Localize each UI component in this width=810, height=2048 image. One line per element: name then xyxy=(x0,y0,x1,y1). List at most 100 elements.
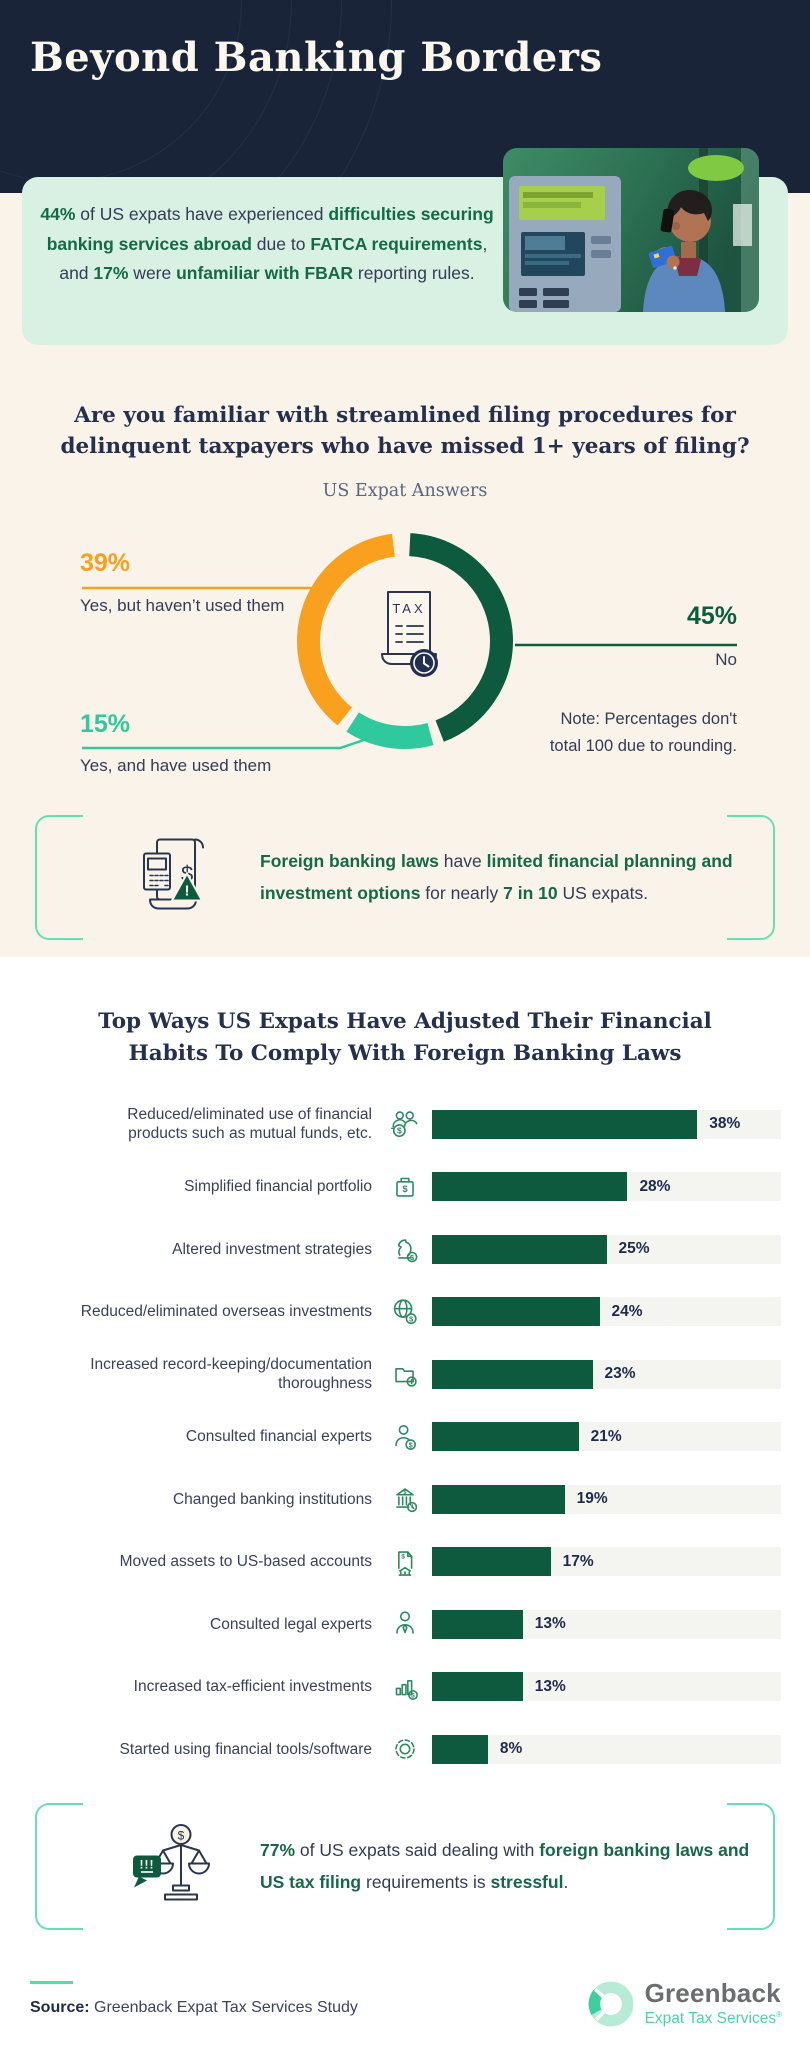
donut-segment-yes-not-used xyxy=(297,533,513,749)
expat-at-atm-illustration xyxy=(503,148,759,312)
svg-text:TAX: TAX xyxy=(392,601,425,616)
text-segment: , and xyxy=(59,233,488,284)
bar-category-label: Moved assets to US-based accounts xyxy=(0,1552,378,1571)
note-line1: Note: Percentages don't xyxy=(560,710,737,728)
svg-text:$: $ xyxy=(397,1126,402,1136)
bar-value-label: 24% xyxy=(611,1302,643,1320)
bar-category-label: Started using financial tools/software xyxy=(0,1740,378,1759)
bar-category-label: Simplified financial portfolio xyxy=(0,1177,378,1196)
donut-section-title: Are you familiar with streamlined filing… xyxy=(0,400,810,462)
bar-fill xyxy=(432,1734,488,1764)
bar-fill xyxy=(432,1609,523,1639)
bar-row: Started using financial tools/software 8% xyxy=(0,1718,810,1781)
bar-category-label-line: Started using financial tools/software xyxy=(119,1740,372,1758)
bar-track: 17% xyxy=(432,1547,781,1577)
note-line2: total 100 due to rounding. xyxy=(549,737,737,755)
source-divider xyxy=(30,1981,73,1984)
callout-stressful: $ !!! 77% of US expats said dealing with… xyxy=(35,1803,775,1930)
donut-pct-orange: 39% xyxy=(80,549,131,577)
source-label: Source: xyxy=(30,1999,90,2016)
donut-label-orange: Yes, but haven’t used them xyxy=(80,596,285,615)
expat-at-atm-photo xyxy=(503,148,759,312)
logo-subtitle: Expat Tax Services® xyxy=(645,2006,782,2028)
text-segment: were xyxy=(128,263,177,283)
bar-title-line1: Top Ways US Expats Have Adjusted Their F… xyxy=(98,1009,712,1034)
bar-fill xyxy=(432,1422,579,1452)
bar-category-label-line: Simplified financial portfolio xyxy=(184,1178,372,1196)
bar-track: 13% xyxy=(432,1672,781,1702)
text-segment: unfamiliar with FBAR xyxy=(176,263,354,283)
intro-stat-text: 44% of US expats have experienced diffic… xyxy=(38,200,496,289)
donut-title-line2: delinquent taxpayers who have missed 1+ … xyxy=(60,434,750,459)
bar-category-label: Consulted legal experts xyxy=(0,1615,378,1634)
text-segment: limited financial planning and investmen… xyxy=(260,851,733,903)
gear-icon xyxy=(378,1732,432,1766)
bar-track: 19% xyxy=(432,1484,781,1514)
svg-text:$: $ xyxy=(409,1314,414,1323)
callout1-text: Foreign banking laws have limited financ… xyxy=(260,815,765,940)
bar-value-label: 21% xyxy=(590,1427,622,1445)
bar-category-label-line: thoroughness xyxy=(278,1375,372,1393)
text-segment: 17% xyxy=(93,263,129,283)
text-segment: 44% xyxy=(40,204,76,224)
bar-track: 28% xyxy=(432,1172,781,1202)
registered-mark: ® xyxy=(776,2009,782,2019)
people-coins-icon: $ xyxy=(378,1107,432,1141)
bar-category-label: Changed banking institutions xyxy=(0,1490,378,1509)
bar-category-label: Altered investment strategies xyxy=(0,1240,378,1259)
text-segment: of US expats have experienced xyxy=(75,204,329,224)
text-segment: difficulties securing banking services a… xyxy=(46,204,494,254)
chess-knight-coin-icon: $ xyxy=(378,1232,432,1266)
donut-segment-no xyxy=(297,533,513,749)
bar-track: 25% xyxy=(432,1234,781,1264)
bar-category-label-line: Reduced/eliminated use of financial xyxy=(127,1106,372,1124)
donut-segment-yes-used xyxy=(297,533,513,749)
bar-category-label-line: Reduced/eliminated overseas investments xyxy=(80,1303,372,1321)
bar-fill xyxy=(432,1297,600,1327)
source-text: Source: Greenback Expat Tax Services Stu… xyxy=(30,1999,358,2017)
person-tie-icon xyxy=(378,1607,432,1641)
page-title: Beyond Banking Borders xyxy=(30,34,603,81)
svg-text:!!!: !!! xyxy=(140,1857,155,1871)
bar-fill xyxy=(432,1234,607,1264)
text-segment: 7 in 10 xyxy=(503,882,558,903)
bar-value-label: 8% xyxy=(499,1740,523,1758)
bar-fill xyxy=(432,1547,551,1577)
text-segment: 77% xyxy=(260,1840,296,1860)
bar-value-label: 28% xyxy=(639,1177,671,1195)
svg-text:$: $ xyxy=(401,1553,405,1560)
bar-category-label-line: Altered investment strategies xyxy=(172,1240,372,1258)
bar-value-label: 17% xyxy=(562,1552,594,1570)
bar-row: Changed banking institutions $19% xyxy=(0,1468,810,1531)
donut-label-green: No xyxy=(715,650,737,669)
bar-category-label: Reduced/eliminated use of financial produ… xyxy=(0,1105,378,1143)
bar-row: Reduced/eliminated use of financial produ… xyxy=(0,1093,810,1156)
callout1-rich-text: Foreign banking laws have limited financ… xyxy=(260,846,765,909)
bar-row: Increased tax-efficient investments $13% xyxy=(0,1656,810,1719)
text-segment: of US expats said dealing with xyxy=(295,1840,540,1860)
callout-foreign-banking-laws: $ ! Foreign banking laws have limited fi… xyxy=(35,815,775,940)
person-coin-icon: $ xyxy=(378,1420,432,1454)
text-segment: FATCA requirements xyxy=(310,233,483,254)
text-segment: due to xyxy=(251,233,311,254)
bar-category-label-line: Consulted legal experts xyxy=(210,1615,372,1633)
svg-text:$: $ xyxy=(410,1253,415,1262)
bar-track: 38% xyxy=(432,1109,781,1139)
text-segment: . xyxy=(563,1871,569,1892)
bar-fill xyxy=(432,1359,593,1389)
donut-chart xyxy=(297,533,513,749)
bar-row: Increased record-keeping/documentation th… xyxy=(0,1343,810,1406)
bar-track: 21% xyxy=(432,1422,781,1452)
bar-value-label: 19% xyxy=(576,1490,608,1508)
bar-value-label: 13% xyxy=(534,1677,566,1695)
chart-coin-icon: $ xyxy=(378,1670,432,1704)
donut-subtitle: US Expat Answers xyxy=(322,481,488,501)
svg-text:$: $ xyxy=(411,1692,415,1699)
greenback-logo-text: Greenback Expat Tax Services® xyxy=(645,1980,782,2028)
tax-document-clock-icon: TAX xyxy=(363,586,453,690)
bar-category-label: Consulted financial experts xyxy=(0,1427,378,1446)
bar-category-label: Increased record-keeping/documentation th… xyxy=(0,1355,378,1393)
rounding-note: Note: Percentages don't total 100 due to… xyxy=(487,706,737,760)
bar-row: Consulted financial experts $21% xyxy=(0,1406,810,1469)
text-segment: Foreign banking laws xyxy=(260,851,439,871)
